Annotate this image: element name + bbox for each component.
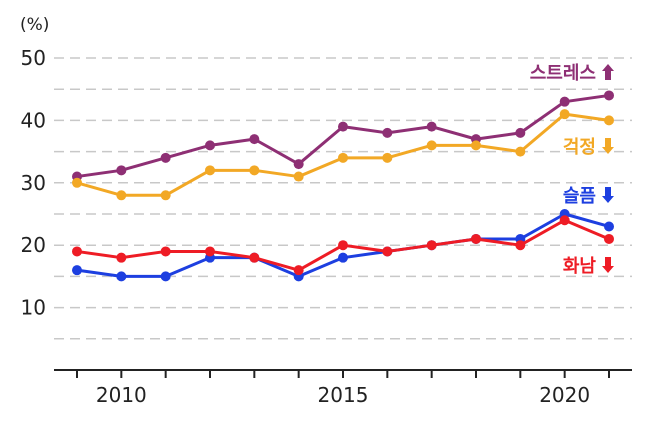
y-axis-unit-label: (%) [20, 15, 49, 35]
data-point [338, 121, 348, 132]
series-화남 [72, 215, 614, 276]
y-tick-label: 10 [21, 296, 46, 320]
series-걱정 [72, 109, 614, 201]
y-tick-label: 20 [21, 233, 46, 257]
data-point [205, 246, 215, 257]
axis-layer: 2010 2015 2020 10 20 30 40 50 (%) [20, 15, 632, 407]
data-point [116, 252, 127, 263]
trend-down-arrow-icon [602, 187, 614, 203]
data-point [293, 265, 304, 276]
legend-item: 스트레스 [530, 63, 614, 84]
data-point [293, 171, 304, 182]
data-point [559, 215, 570, 226]
legend-item: 걱정 [563, 137, 614, 158]
data-point [160, 190, 171, 201]
data-point [249, 134, 260, 145]
legend-item: 화남 [563, 256, 614, 277]
data-point [160, 271, 171, 282]
legend-item: 슬픔 [563, 186, 614, 207]
data-point [338, 152, 348, 163]
data-point [515, 127, 526, 138]
x-tick-label: 2010 [96, 383, 147, 407]
data-point [426, 240, 437, 251]
data-point [426, 121, 437, 132]
trend-down-arrow-icon [602, 257, 614, 273]
data-point [559, 109, 570, 120]
data-point [293, 159, 304, 170]
data-point [160, 246, 171, 257]
data-point [205, 140, 215, 151]
data-point [338, 252, 348, 263]
y-tick-label: 40 [21, 108, 46, 132]
data-point [559, 96, 570, 107]
data-point [382, 152, 393, 163]
x-tick-label: 2020 [539, 383, 590, 407]
data-point [116, 190, 127, 201]
legend-label: 걱정 [563, 137, 596, 158]
data-point [604, 221, 614, 232]
grid-layer [54, 57, 632, 340]
trend-up-arrow-icon [602, 64, 614, 80]
data-point [471, 140, 481, 151]
data-point [160, 152, 171, 163]
data-point [205, 165, 215, 176]
data-point [604, 233, 614, 244]
series-line [75, 93, 611, 179]
data-point [515, 240, 526, 251]
data-point [604, 90, 614, 101]
x-tick-label: 2015 [318, 383, 369, 407]
data-point [116, 271, 127, 282]
y-tick-label: 50 [21, 46, 46, 70]
data-point [249, 165, 260, 176]
data-point [426, 140, 437, 151]
data-point [382, 246, 393, 257]
series-스트레스 [72, 90, 614, 182]
data-point [338, 240, 348, 251]
data-point [72, 246, 82, 257]
legend-label: 슬픔 [563, 186, 596, 207]
data-point [382, 127, 393, 138]
series-layer [72, 90, 614, 282]
y-tick-label: 30 [21, 171, 46, 195]
data-point [72, 265, 82, 276]
legend-label: 스트레스 [530, 63, 596, 84]
data-point [604, 115, 614, 126]
legend-label: 화남 [563, 256, 597, 277]
data-point [249, 252, 260, 263]
data-point [471, 233, 481, 244]
data-point [116, 165, 127, 176]
data-point [515, 146, 526, 157]
data-point [72, 177, 82, 188]
trend-down-arrow-icon [602, 138, 614, 154]
